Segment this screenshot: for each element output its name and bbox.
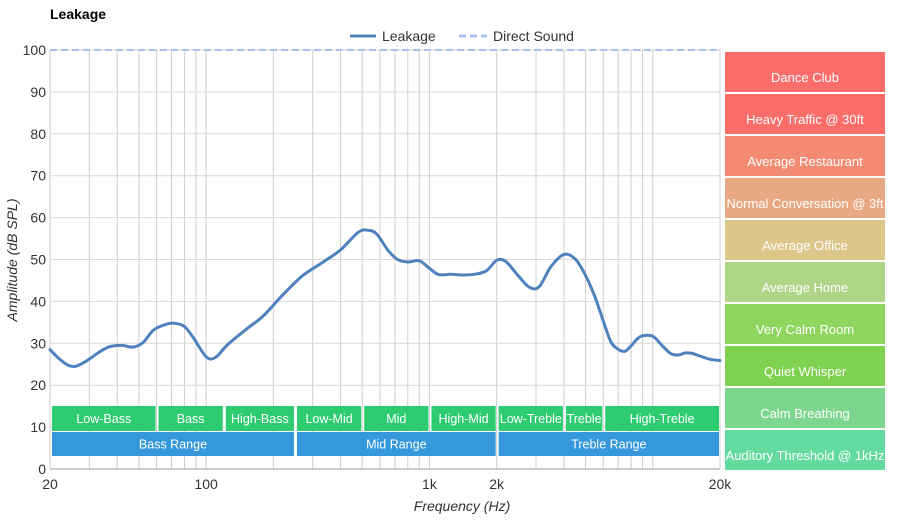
x-tick-label: 20k: [709, 476, 733, 492]
reference-level-box: [725, 52, 885, 92]
y-tick-label: 50: [30, 252, 46, 268]
reference-level-box: [725, 220, 885, 260]
x-tick-label: 20: [42, 476, 58, 492]
band-mid-range: [296, 432, 496, 456]
reference-level-box: [725, 262, 885, 302]
reference-level-label: Average Restaurant: [747, 154, 863, 169]
band-label: Mid: [386, 412, 406, 426]
reference-levels: Dance Club Heavy Traffic @ 30ft Average Re…: [725, 52, 885, 470]
x-tick-label: 100: [194, 476, 218, 492]
y-tick-label: 20: [30, 377, 46, 393]
band-label: High-Bass: [231, 412, 289, 426]
series-lines: [48, 48, 722, 369]
legend: Leakage Direct Sound: [350, 28, 574, 44]
y-tick-label: 0: [38, 461, 46, 477]
y-tick-label: 60: [30, 210, 46, 226]
reference-level-box: [725, 388, 885, 428]
y-tick-label: 30: [30, 335, 46, 351]
band-high-treble: [605, 406, 719, 431]
y-axis-title: Amplitude (dB SPL): [4, 199, 20, 323]
grid: [49, 49, 721, 470]
x-axis-title: Frequency (Hz): [414, 498, 510, 514]
y-tick-label: 70: [30, 168, 46, 184]
reference-level-label: Average Home: [762, 280, 848, 295]
band-low-bass: [52, 406, 156, 431]
y-tick-label: 10: [30, 419, 46, 435]
band-bass: [158, 406, 223, 431]
band-label: Bass Range: [139, 438, 207, 452]
y-tick-label: 40: [30, 293, 46, 309]
reference-level-box: [725, 178, 885, 218]
band-high-mid: [431, 406, 496, 431]
band-high-bass: [225, 406, 294, 431]
reference-level-label: Heavy Traffic @ 30ft: [746, 112, 864, 127]
band-bass-range: [52, 432, 294, 456]
band-mid: [364, 406, 429, 431]
y-tick-label: 80: [30, 126, 46, 142]
band-label: Treble Range: [571, 438, 646, 452]
band-low-treble: [498, 406, 563, 431]
band-treble: [565, 406, 603, 431]
reference-level-label: Auditory Threshold @ 1kHz: [726, 448, 885, 463]
band-label: Low-Treble: [500, 412, 562, 426]
reference-level-box: [725, 136, 885, 176]
reference-level-label: Normal Conversation @ 3ft: [727, 196, 884, 211]
reference-level-label: Very Calm Room: [756, 322, 854, 337]
reference-level-label: Average Office: [762, 238, 848, 253]
reference-level-box: [725, 346, 885, 386]
y-axis-ticks: 0 10 20 30 40 50 60 70 80 90 100: [23, 42, 47, 477]
band-treble-range: [498, 432, 719, 456]
band-label: Low-Mid: [305, 412, 352, 426]
y-tick-label: 90: [30, 84, 46, 100]
reference-level-label: Quiet Whisper: [764, 364, 847, 379]
reference-level-box: [725, 430, 885, 470]
x-tick-label: 2k: [489, 476, 505, 492]
frequency-bands: Low-Bass Bass High-Bass Low-Mid Mid High-Mid L…: [52, 406, 719, 456]
band-label: High-Mid: [439, 412, 489, 426]
legend-label-direct-sound[interactable]: Direct Sound: [493, 28, 574, 44]
series-leakage-line: [48, 228, 722, 369]
band-low-mid: [296, 406, 362, 431]
x-axis-ticks: 20 100 1k 2k 20k: [42, 476, 732, 492]
legend-label-leakage[interactable]: Leakage: [382, 28, 436, 44]
band-label: Bass: [177, 412, 205, 426]
y-tick-label: 100: [23, 42, 47, 58]
band-label: Treble: [567, 412, 602, 426]
band-label: Low-Bass: [76, 412, 131, 426]
band-label: Mid Range: [366, 438, 426, 452]
reference-level-label: Dance Club: [771, 70, 839, 85]
x-tick-label: 1k: [422, 476, 438, 492]
reference-level-box: [725, 304, 885, 344]
chart-title: Leakage: [50, 6, 106, 22]
band-label: High-Treble: [630, 412, 695, 426]
reference-level-box: [725, 94, 885, 134]
reference-level-label: Calm Breathing: [760, 406, 850, 421]
